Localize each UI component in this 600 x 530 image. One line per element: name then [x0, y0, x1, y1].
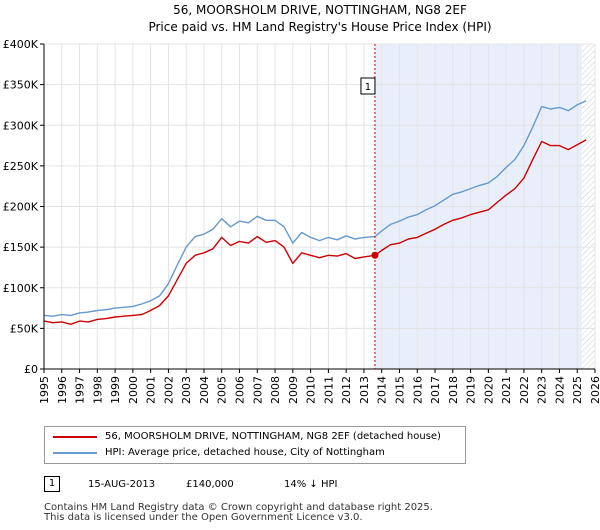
x-tick-label: 2002: [162, 376, 175, 404]
y-tick-label: £100K: [3, 282, 39, 295]
x-tick-label: 1998: [91, 376, 104, 404]
legend-swatch-property: [53, 436, 97, 438]
sale-marker-badge: [360, 77, 376, 95]
sale-marker-label: 1: [365, 82, 371, 93]
x-tick-label: 2013: [358, 376, 371, 404]
x-tick-label: 2008: [269, 376, 282, 404]
x-tick-label: 1995: [38, 376, 51, 404]
chart-title: 56, MOORSHOLM DRIVE, NOTTINGHAM, NG8 2EF: [173, 3, 467, 17]
x-tick-label: 2024: [553, 376, 566, 404]
chart-subtitle: Price paid vs. HM Land Registry's House …: [148, 20, 491, 34]
x-tick-label: 2004: [198, 376, 211, 404]
x-tick-label: 2026: [589, 376, 600, 404]
property-series-line: [43, 139, 587, 325]
x-tick-label: 2000: [127, 376, 140, 404]
y-tick-label: £400K: [3, 38, 39, 51]
hpi-series-line: [43, 100, 587, 317]
y-tick-label: £350K: [3, 79, 39, 92]
x-tick-label: 2022: [518, 376, 531, 404]
x-tick-label: 2006: [234, 376, 247, 404]
footer: Contains HM Land Registry data © Crown c…: [44, 503, 433, 523]
y-tick-label: £50K: [10, 322, 39, 335]
sale-price: £140,000: [186, 479, 234, 490]
x-tick-label: 1996: [56, 376, 69, 404]
sale-number-badge: 1: [44, 476, 60, 492]
legend-label-hpi: HPI: Average price, detached house, City…: [105, 447, 385, 458]
x-tick-label: 2025: [571, 376, 584, 404]
x-tick-label: 2023: [536, 376, 549, 404]
price-chart: 56, MOORSHOLM DRIVE, NOTTINGHAM, NG8 2EF…: [3, 3, 600, 404]
x-tick-label: 2020: [482, 376, 495, 404]
y-tick-label: £300K: [3, 119, 39, 132]
x-tick-label: 2003: [180, 376, 193, 404]
x-tick-label: 2010: [305, 376, 318, 404]
x-tick-label: 2017: [429, 376, 442, 404]
legend-label-property: 56, MOORSHOLM DRIVE, NOTTINGHAM, NG8 2EF…: [105, 431, 441, 442]
x-tick-label: 2009: [287, 376, 300, 404]
x-tick-label: 2016: [411, 376, 424, 404]
y-tick-label: £0: [24, 363, 38, 376]
x-tick-label: 2011: [322, 376, 335, 404]
footer-copyright: Contains HM Land Registry data © Crown c…: [44, 502, 433, 513]
y-tick-label: £250K: [3, 160, 39, 173]
x-tick-label: 2021: [500, 376, 513, 404]
x-tick-label: 1999: [109, 376, 122, 404]
x-tick-label: 2007: [251, 376, 264, 404]
x-tick-label: 2005: [216, 376, 229, 404]
x-tick-label: 1997: [74, 376, 87, 404]
legend: 56, MOORSHOLM DRIVE, NOTTINGHAM, NG8 2EF…: [44, 426, 466, 464]
x-tick-label: 2015: [393, 376, 406, 404]
footer-licence: This data is licensed under the Open Gov…: [44, 512, 363, 523]
sale-point: [371, 251, 379, 259]
x-tick-label: 2019: [465, 376, 478, 404]
sale-hpi-diff: 14% ↓ HPI: [284, 479, 338, 490]
y-tick-label: £200K: [3, 201, 39, 214]
x-tick-label: 2001: [145, 376, 158, 404]
legend-swatch-hpi: [53, 452, 97, 454]
sale-date: 15-AUG-2013: [88, 479, 156, 490]
x-tick-label: 2012: [340, 376, 353, 404]
x-tick-label: 2018: [447, 376, 460, 404]
y-tick-label: £150K: [3, 241, 39, 254]
x-tick-label: 2014: [376, 376, 389, 404]
